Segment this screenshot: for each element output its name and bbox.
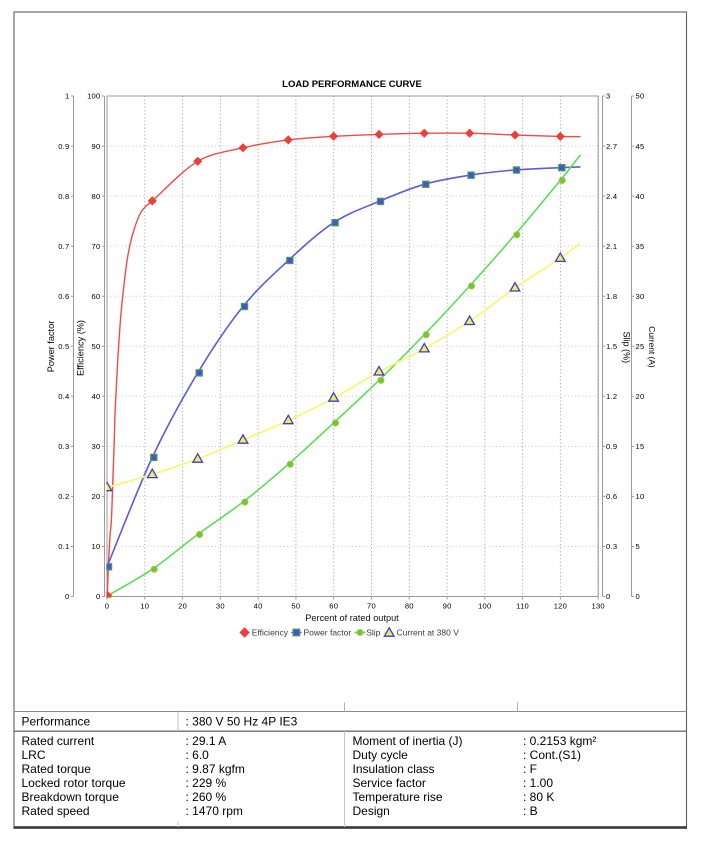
svg-text:: B: : B [523,804,538,818]
svg-text:: Cont.(S1): : Cont.(S1) [523,748,581,762]
svg-text:5: 5 [636,542,640,551]
svg-text:Temperature rise: Temperature rise [353,790,443,804]
svg-text:30: 30 [216,602,225,611]
svg-text:40: 40 [254,602,263,611]
svg-text:LOAD PERFORMANCE CURVE: LOAD PERFORMANCE CURVE [282,79,422,90]
svg-text:50: 50 [291,602,300,611]
svg-text:: 229 %: : 229 % [186,776,227,790]
svg-text:30: 30 [92,442,101,451]
svg-text:20: 20 [92,492,101,501]
svg-text:70: 70 [367,602,376,611]
svg-text:0.3: 0.3 [606,542,617,551]
svg-text:110: 110 [516,602,529,611]
svg-text:35: 35 [636,242,645,251]
svg-text:Performance: Performance [22,715,91,729]
svg-text:40: 40 [92,392,101,401]
svg-text:0: 0 [606,592,610,601]
svg-text:0: 0 [96,592,100,601]
svg-text:Breakdown torque: Breakdown torque [22,790,120,804]
svg-text:0.4: 0.4 [58,392,69,401]
svg-text:0: 0 [65,592,69,601]
svg-text:0.8: 0.8 [58,192,69,201]
svg-text:Rated current: Rated current [22,734,95,748]
svg-text:0.7: 0.7 [58,242,69,251]
svg-text:15: 15 [636,442,645,451]
svg-text:Rated speed: Rated speed [22,804,90,818]
svg-text:: 1.00: : 1.00 [523,776,553,790]
svg-text:Slip: Slip [366,627,380,637]
svg-text:30: 30 [636,292,645,301]
svg-text:50: 50 [92,342,101,351]
svg-text:Duty cycle: Duty cycle [353,748,409,762]
svg-text:1.8: 1.8 [606,292,617,301]
svg-text:50: 50 [636,92,645,101]
svg-text:0.9: 0.9 [58,142,69,151]
svg-text:1.2: 1.2 [606,392,617,401]
svg-text:90: 90 [92,142,101,151]
svg-text:2.4: 2.4 [606,192,617,201]
svg-text:0: 0 [105,602,109,611]
svg-text:Current (A): Current (A) [647,326,657,368]
svg-text:10: 10 [140,602,149,611]
svg-text:60: 60 [329,602,338,611]
svg-text:0.2: 0.2 [58,492,69,501]
svg-text:Power factor: Power factor [46,321,56,373]
svg-text:1.5: 1.5 [606,342,617,351]
svg-text:: 260 %: : 260 % [186,790,227,804]
svg-text:: 6.0: : 6.0 [186,748,210,762]
svg-text:Service factor: Service factor [353,776,426,790]
svg-text:90: 90 [443,602,452,611]
svg-text:: 380 V 50 Hz 4P IE3: : 380 V 50 Hz 4P IE3 [186,715,298,729]
svg-text:80: 80 [92,192,101,201]
svg-text:2.7: 2.7 [606,142,617,151]
svg-text:80: 80 [405,602,414,611]
svg-text:120: 120 [554,602,567,611]
svg-text:0.9: 0.9 [606,442,617,451]
svg-text:Current at 380 V: Current at 380 V [397,627,460,637]
svg-text:: 9.87 kgfm: : 9.87 kgfm [186,762,245,776]
svg-text:70: 70 [92,242,101,251]
svg-text:100: 100 [478,602,491,611]
svg-text:0.1: 0.1 [58,542,69,551]
svg-text:10: 10 [636,492,645,501]
svg-text:Percent of rated output: Percent of rated output [305,613,399,623]
svg-text:0.5: 0.5 [58,342,69,351]
svg-text:45: 45 [636,142,645,151]
svg-text:1: 1 [65,92,69,101]
svg-text:0: 0 [636,592,640,601]
svg-text:Rated torque: Rated torque [22,762,92,776]
svg-text:: F: : F [523,762,537,776]
svg-text:130: 130 [591,602,604,611]
svg-text:Efficiency (%): Efficiency (%) [76,320,86,376]
svg-text:10: 10 [92,542,101,551]
svg-text:0.6: 0.6 [606,492,617,501]
svg-text:Moment of inertia (J): Moment of inertia (J) [353,734,463,748]
svg-text:Insulation class: Insulation class [353,762,435,776]
svg-text:: 1470 rpm: : 1470 rpm [186,804,243,818]
svg-text:0.6: 0.6 [58,292,69,301]
svg-text:: 80 K: : 80 K [523,790,554,804]
svg-text:60: 60 [92,292,101,301]
svg-text:LRC: LRC [22,748,46,762]
svg-text:Slip (%): Slip (%) [621,331,631,363]
svg-text:: 0.2153 kgm²: : 0.2153 kgm² [523,734,596,748]
svg-text:100: 100 [87,92,100,101]
svg-text:2.1: 2.1 [606,242,617,251]
svg-text:Power factor: Power factor [304,627,352,637]
svg-text:Design: Design [353,804,390,818]
svg-text:Locked rotor torque: Locked rotor torque [22,776,126,790]
svg-text:Efficiency: Efficiency [252,627,289,637]
svg-text:0.3: 0.3 [58,442,69,451]
svg-text:20: 20 [178,602,187,611]
svg-text:: 29.1 A: : 29.1 A [186,734,227,748]
svg-text:25: 25 [636,342,645,351]
svg-text:3: 3 [606,92,610,101]
svg-text:20: 20 [636,392,645,401]
svg-text:40: 40 [636,192,645,201]
